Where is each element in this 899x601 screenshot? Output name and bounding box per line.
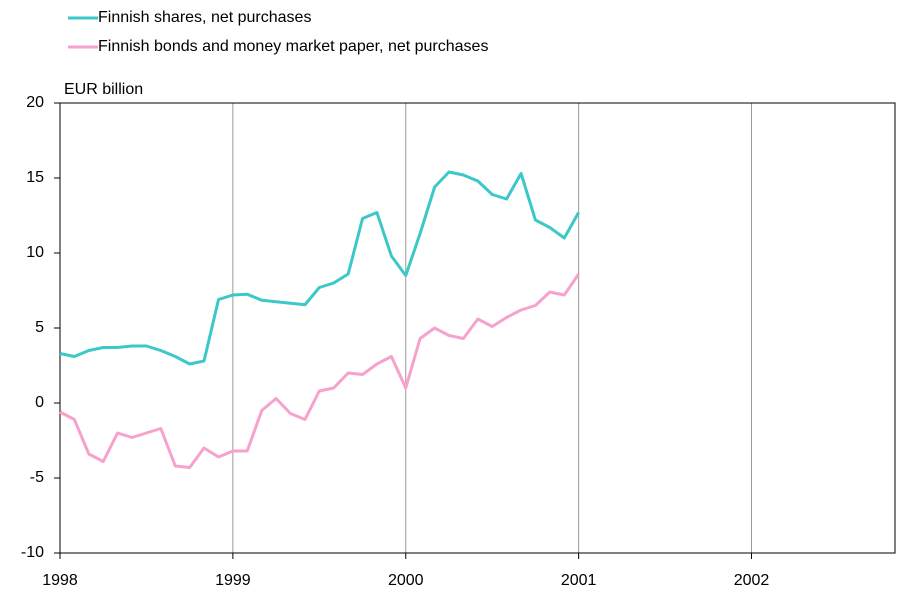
series-line	[59, 170, 580, 366]
y-tick-label: 10	[26, 244, 44, 261]
y-tick-label: 0	[35, 394, 44, 411]
x-tick-label: 1998	[42, 572, 78, 589]
x-tick-label: 2001	[561, 572, 597, 589]
y-tick-label: -5	[30, 469, 44, 486]
y-tick-label: -10	[21, 544, 44, 561]
y-tick-label: 15	[26, 169, 44, 186]
x-tick-label: 2000	[388, 572, 424, 589]
plot-frame	[59, 102, 896, 554]
legend-label: Finnish shares, net purchases	[98, 9, 311, 26]
x-tick-label: 1999	[215, 572, 251, 589]
y-tick-label: 20	[26, 94, 44, 111]
y-axis-label: EUR billion	[64, 81, 143, 98]
legend-label: Finnish bonds and money market paper, ne…	[98, 38, 488, 55]
y-tick-label: 5	[35, 319, 44, 336]
series-line	[59, 273, 580, 469]
x-tick-label: 2002	[734, 572, 770, 589]
